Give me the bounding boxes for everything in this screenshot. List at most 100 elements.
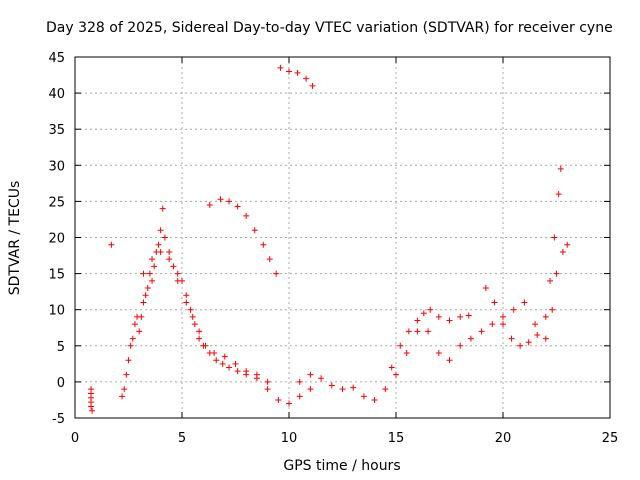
y-tick-label: 25	[48, 195, 65, 210]
data-point	[420, 310, 427, 317]
data-point	[140, 299, 147, 306]
data-point	[303, 75, 310, 82]
data-point	[221, 353, 228, 360]
series-high-segment	[277, 64, 316, 89]
y-tick-label: 15	[48, 268, 65, 283]
data-point	[170, 263, 177, 270]
data-point	[89, 407, 96, 414]
data-point	[149, 277, 156, 284]
data-point	[131, 321, 138, 328]
data-point	[202, 342, 209, 349]
data-point	[121, 386, 128, 393]
data-point	[260, 241, 267, 248]
data-point	[296, 378, 303, 385]
data-point	[489, 321, 496, 328]
data-point	[189, 313, 196, 320]
data-point	[446, 357, 453, 364]
data-point	[457, 313, 464, 320]
data-point	[226, 198, 233, 205]
data-point	[360, 393, 367, 400]
data-point	[350, 384, 357, 391]
data-point	[264, 386, 271, 393]
data-point	[273, 270, 280, 277]
data-point	[183, 292, 190, 299]
tick-labels: 0 5 10 15 20 25 -5 0 5 10 15 20 25 30 35 40 45	[48, 51, 618, 446]
series-midday-low	[296, 306, 472, 403]
data-point	[138, 313, 145, 320]
x-tick-label: 25	[602, 431, 619, 446]
data-point	[219, 360, 226, 367]
data-point	[435, 350, 442, 357]
x-tick-label: 5	[178, 431, 186, 446]
data-point	[551, 234, 558, 241]
y-tick-label: 10	[48, 304, 65, 319]
data-point	[243, 368, 250, 375]
data-point	[482, 285, 489, 292]
chart-title: Day 328 of 2025, Sidereal Day-to-day VTE…	[46, 20, 613, 36]
data-point	[525, 339, 532, 346]
data-point	[108, 241, 115, 248]
data-point	[465, 312, 472, 319]
data-point	[467, 335, 474, 342]
data-point	[517, 342, 524, 349]
x-axis-title: GPS time / hours	[283, 458, 400, 474]
data-point	[328, 382, 335, 389]
data-point	[266, 256, 273, 263]
y-tick-label: -5	[52, 412, 65, 427]
data-point	[425, 328, 432, 335]
data-point	[500, 313, 506, 320]
series-late-branch	[482, 165, 564, 349]
data-point	[542, 335, 549, 342]
data-point	[286, 68, 292, 75]
data-point	[253, 371, 260, 378]
data-point	[457, 342, 464, 349]
series-evening-branch	[388, 241, 571, 371]
data-point	[388, 364, 395, 371]
data-point	[309, 82, 316, 89]
data-point	[174, 270, 181, 277]
series-secondary-branch	[108, 241, 271, 385]
data-point	[142, 292, 149, 299]
plot-frame	[74, 56, 611, 419]
data-point	[144, 285, 151, 292]
data-point	[217, 196, 224, 203]
data-point	[491, 299, 498, 306]
y-tick-label: 30	[48, 159, 65, 174]
data-point	[446, 317, 453, 324]
x-tick-label: 15	[388, 431, 405, 446]
series-afternoon-arc	[206, 196, 280, 277]
data-point	[542, 313, 549, 320]
data-point	[166, 248, 173, 255]
data-point	[206, 202, 213, 209]
data-point	[427, 306, 434, 313]
data-point	[500, 321, 506, 328]
data-point	[183, 299, 190, 306]
data-point	[226, 364, 233, 371]
data-point	[129, 335, 136, 342]
data-point	[277, 64, 284, 71]
data-point	[555, 191, 562, 198]
data-point	[405, 328, 412, 335]
data-point	[275, 396, 282, 403]
data-point	[559, 248, 566, 255]
data-point	[127, 342, 134, 349]
data-point	[382, 386, 389, 393]
data-point	[211, 350, 218, 357]
x-tick-label: 20	[495, 431, 512, 446]
data-point	[547, 277, 554, 284]
data-point	[161, 234, 168, 241]
y-tick-label: 40	[48, 87, 65, 102]
data-point	[136, 328, 143, 335]
data-point	[196, 335, 203, 342]
data-point	[397, 342, 404, 349]
data-point	[174, 277, 181, 284]
data-point	[155, 241, 162, 248]
x-tick-label: 10	[281, 431, 298, 446]
data-point	[549, 306, 556, 313]
data-point	[251, 227, 258, 234]
data-point	[307, 371, 314, 378]
data-point	[166, 256, 173, 263]
data-point	[478, 328, 485, 335]
data-point	[119, 393, 126, 400]
